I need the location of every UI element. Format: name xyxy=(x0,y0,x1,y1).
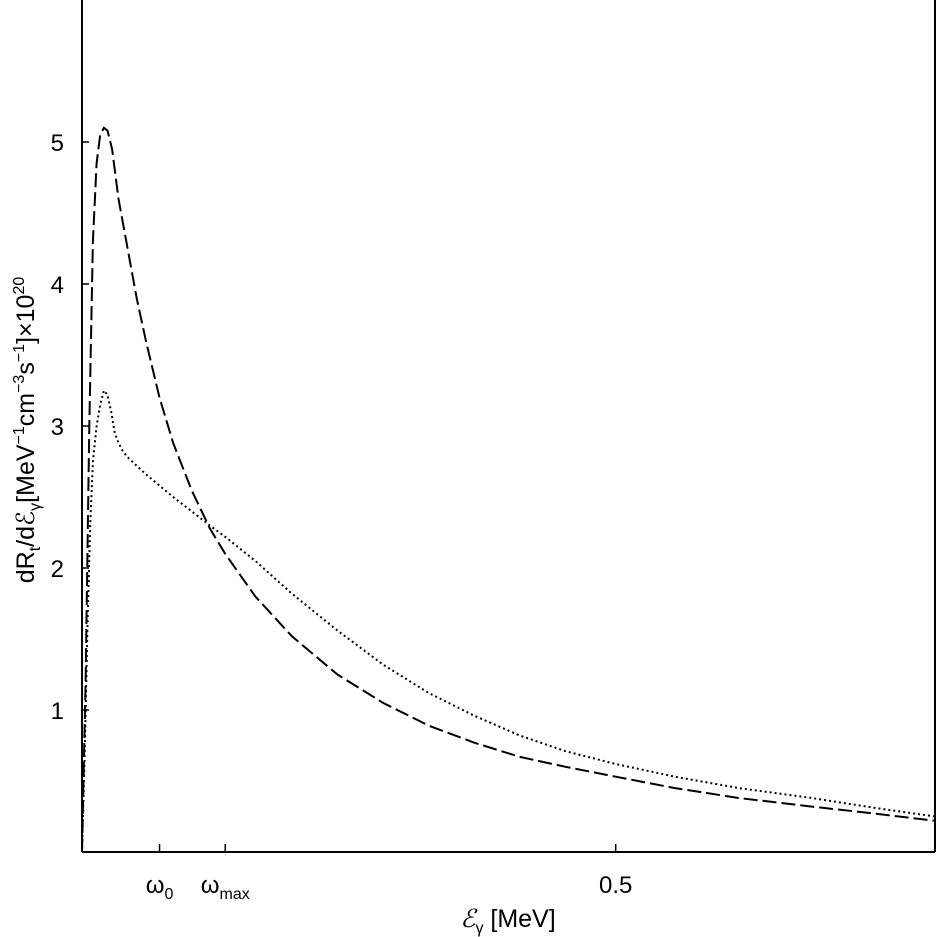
y-tick-label: 2 xyxy=(51,556,64,583)
x-tick-label: ω0 xyxy=(146,872,174,903)
x-tick-label: 0.5 xyxy=(599,872,632,899)
y-axis-title: dRt/dℰγ[MeV−1cm−3s−1]×1020 xyxy=(11,277,44,584)
series-line-dashed xyxy=(81,126,936,853)
series-line-dotted xyxy=(81,388,936,853)
y-tick-label: 5 xyxy=(51,130,64,157)
x-tick-label: ωmax xyxy=(201,872,250,903)
y-tick-label: 1 xyxy=(51,698,64,725)
y-tick-label: 4 xyxy=(51,272,64,299)
y-tick-label: 3 xyxy=(51,414,64,441)
x-axis-title: ℰγ [MeV] xyxy=(460,905,555,937)
